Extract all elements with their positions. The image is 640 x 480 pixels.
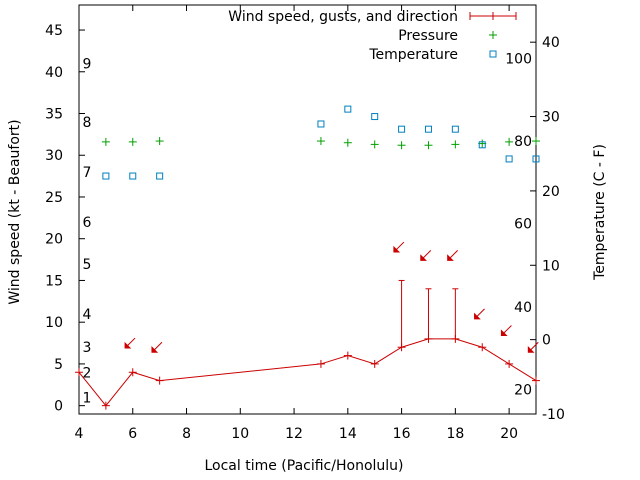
fahrenheit-label: 100 bbox=[505, 52, 532, 68]
temperature-point bbox=[371, 113, 379, 121]
fahrenheit-label: 60 bbox=[514, 217, 532, 233]
pressure-point bbox=[397, 141, 406, 150]
x-tick-label: 10 bbox=[231, 426, 249, 442]
beaufort-label: 1 bbox=[83, 390, 92, 406]
pressure-point bbox=[155, 137, 164, 146]
fahrenheit-label: 20 bbox=[514, 382, 532, 398]
y-tick-label: 20 bbox=[45, 232, 63, 248]
x-tick-label: 8 bbox=[182, 426, 191, 442]
pressure-point bbox=[505, 137, 514, 146]
wind-direction-arrow bbox=[500, 325, 512, 337]
y-tick-label: 5 bbox=[54, 357, 63, 373]
temperature-point bbox=[505, 155, 513, 163]
pressure-point bbox=[532, 137, 540, 146]
temperature-point bbox=[317, 120, 325, 128]
wind-speed-point bbox=[532, 376, 540, 385]
legend-wind-marker bbox=[469, 12, 517, 20]
wind-speed-point bbox=[316, 359, 325, 368]
legend: Wind speed, gusts, and direction Pressur… bbox=[228, 9, 517, 63]
pressure-point bbox=[101, 137, 110, 146]
temperature-point bbox=[156, 172, 164, 180]
temperature-point bbox=[398, 125, 406, 133]
x-tick-label: 6 bbox=[128, 426, 137, 442]
beaufort-fahrenheit-labels: 1 2 3 4 5 6 7 8 9 20 40 60 80 100 bbox=[83, 52, 532, 407]
beaufort-label: 5 bbox=[83, 257, 92, 273]
pressure-point bbox=[343, 138, 352, 147]
x-tick-label: 14 bbox=[339, 426, 357, 442]
y-axis-label: Wind speed (kt - Beaufort) bbox=[7, 119, 23, 304]
beaufort-label: 4 bbox=[83, 307, 92, 323]
beaufort-label: 2 bbox=[83, 365, 92, 381]
x-axis-label: Local time (Pacific/Honolulu) bbox=[204, 458, 403, 474]
beaufort-label: 6 bbox=[83, 215, 92, 231]
wind-direction-arrow bbox=[447, 250, 459, 261]
y-tick-label: 25 bbox=[45, 190, 63, 206]
beaufort-label: 3 bbox=[83, 340, 92, 356]
y-tick-label: 40 bbox=[45, 65, 63, 81]
y2-tick-label: -10 bbox=[542, 407, 565, 423]
y2-tick-label: 40 bbox=[542, 35, 560, 51]
y-tick-label: 10 bbox=[45, 315, 63, 331]
legend-temperature-marker bbox=[489, 50, 497, 58]
temperature-point bbox=[478, 141, 486, 149]
gust-bar bbox=[425, 288, 432, 339]
temperature-point bbox=[129, 172, 137, 180]
wind-direction-arrow bbox=[393, 241, 405, 253]
wind-speed-point bbox=[101, 401, 110, 410]
pressure-point bbox=[370, 140, 379, 149]
pressure-point bbox=[316, 137, 325, 146]
x-tick-label: 12 bbox=[285, 426, 303, 442]
wind-direction-arrow bbox=[527, 341, 539, 353]
y-tick-label: 15 bbox=[45, 273, 63, 289]
y2-tick-label: 30 bbox=[542, 110, 560, 126]
temperature-point bbox=[102, 172, 110, 180]
wind-direction-arrow bbox=[151, 341, 163, 353]
wind-speed-point bbox=[505, 359, 514, 368]
y2-axis-label: Temperature (C - F) bbox=[592, 144, 608, 281]
legend-wind-label: Wind speed, gusts, and direction bbox=[228, 9, 458, 25]
plot-frame bbox=[78, 4, 537, 415]
pressure-point bbox=[451, 140, 460, 149]
x-tick-label: 18 bbox=[446, 426, 464, 442]
temperature-point bbox=[532, 155, 540, 163]
wind-speed-point bbox=[343, 351, 352, 360]
beaufort-label: 8 bbox=[83, 115, 92, 131]
temperature-point bbox=[344, 105, 352, 113]
wind-direction-arrow bbox=[420, 250, 432, 261]
wind-speed-point bbox=[370, 359, 379, 368]
beaufort-label: 9 bbox=[83, 56, 92, 72]
pressure-point bbox=[424, 141, 433, 150]
legend-pressure-marker bbox=[489, 31, 497, 39]
wind-speed-line bbox=[78, 338, 537, 407]
beaufort-label: 7 bbox=[83, 165, 92, 181]
legend-temperature-label: Temperature bbox=[368, 47, 458, 63]
wind-direction-arrow bbox=[474, 308, 485, 320]
y-tick-label: 0 bbox=[54, 399, 63, 415]
gust-bar bbox=[452, 288, 459, 339]
temperature-point bbox=[424, 125, 432, 133]
y2-tick-label: 0 bbox=[542, 333, 551, 349]
axis-ticks: 4 6 8 10 12 14 16 18 20051015202530354045-100102… bbox=[45, 5, 565, 442]
y-tick-label: 45 bbox=[45, 23, 63, 39]
x-tick-label: 20 bbox=[500, 426, 518, 442]
temperature-point bbox=[451, 125, 459, 133]
wind-speed-point bbox=[128, 368, 137, 377]
gust-bar bbox=[398, 279, 405, 348]
fahrenheit-label: 80 bbox=[514, 134, 532, 150]
y2-tick-label: 20 bbox=[542, 184, 560, 200]
fahrenheit-label: 40 bbox=[514, 300, 532, 316]
wind-speed-point bbox=[155, 376, 164, 385]
data-series bbox=[75, 105, 540, 410]
y-tick-label: 30 bbox=[45, 148, 63, 164]
legend-pressure-label: Pressure bbox=[398, 28, 458, 44]
wind-speed-point bbox=[478, 343, 487, 352]
wind-speed-point bbox=[75, 368, 83, 377]
y2-tick-label: 10 bbox=[542, 258, 560, 274]
y-tick-label: 35 bbox=[45, 107, 63, 123]
wind-direction-arrow bbox=[124, 337, 136, 349]
pressure-point bbox=[128, 137, 137, 146]
x-tick-label: 16 bbox=[393, 426, 411, 442]
x-tick-label: 4 bbox=[75, 426, 84, 442]
